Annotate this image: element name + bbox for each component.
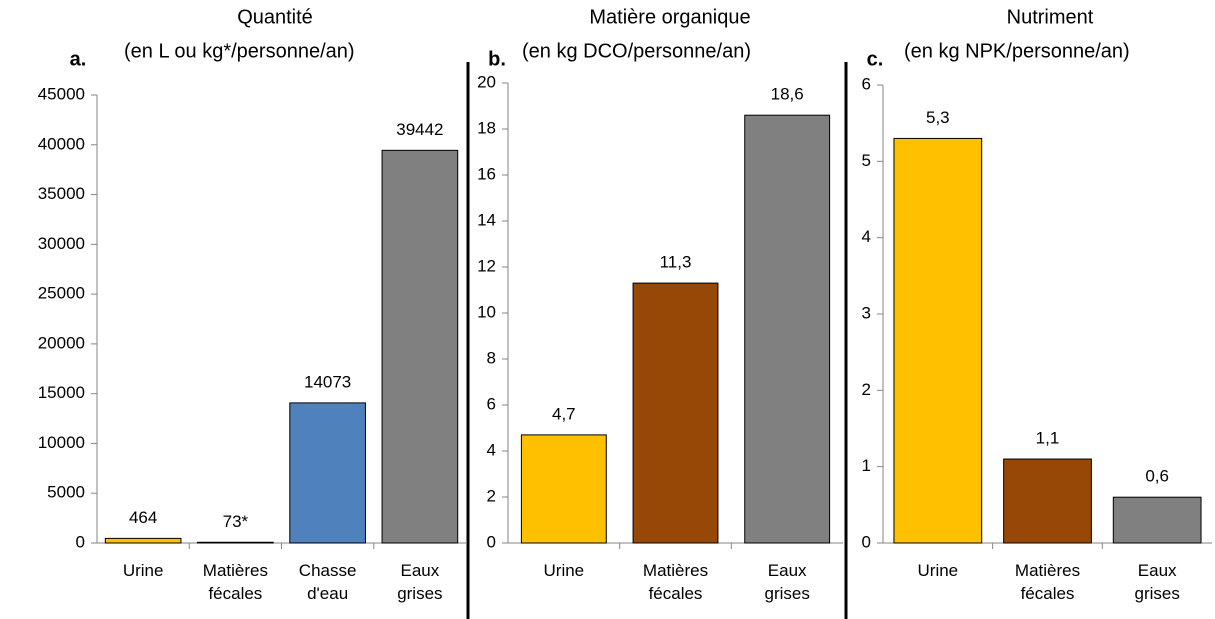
category-line: grises <box>764 584 809 603</box>
panel-letter: c. <box>867 48 884 70</box>
y-tick-label: 45000 <box>38 84 85 103</box>
y-tick-label: 6 <box>862 74 871 93</box>
chart-title: Quantité <box>237 6 313 28</box>
value-label: 11,3 <box>660 253 692 272</box>
bar <box>744 114 831 544</box>
bar <box>289 402 366 544</box>
y-tick-label: 3 <box>862 303 871 322</box>
bar <box>520 434 607 544</box>
category-line: grises <box>397 584 442 603</box>
value-label: 0,6 <box>1145 467 1169 486</box>
y-tick-label: 2 <box>487 486 496 505</box>
bar <box>1003 458 1092 544</box>
category-line: d'eau <box>307 584 348 603</box>
y-tick-label: 0 <box>76 532 85 551</box>
category-line: Urine <box>918 561 959 580</box>
y-tick-label: 30000 <box>38 234 85 253</box>
y-tick-label: 5000 <box>47 483 85 502</box>
y-tick-label: 16 <box>477 164 496 183</box>
value-label: 4,7 <box>552 404 576 423</box>
y-tick-label: 6 <box>487 394 496 413</box>
value-label: 18,6 <box>771 85 804 104</box>
y-tick-label: 18 <box>477 118 496 137</box>
panel-letter: b. <box>488 48 506 70</box>
bar <box>1112 496 1202 544</box>
y-tick-label: 4 <box>487 440 496 459</box>
category-line: Urine <box>544 561 585 580</box>
y-tick-label: 10000 <box>38 433 85 452</box>
value-label: 464 <box>129 508 157 527</box>
y-tick-label: 0 <box>862 532 871 551</box>
y-tick-label: 20 <box>477 72 496 91</box>
x-tick-label: Matières fécales <box>203 561 268 603</box>
value-label: 14073 <box>304 372 351 391</box>
bar <box>104 537 182 544</box>
x-tick-label: Eaux grises <box>764 561 809 603</box>
bar <box>893 137 983 544</box>
panel-letter: a. <box>70 48 87 70</box>
y-tick-label: 8 <box>487 348 496 367</box>
category-line: Chasse <box>299 561 357 580</box>
bar <box>632 282 719 544</box>
x-tick-label: Urine <box>123 561 164 580</box>
category-line: Eaux <box>768 561 807 580</box>
value-label: 39442 <box>396 120 443 139</box>
bar <box>381 149 459 544</box>
category-line: Urine <box>123 561 164 580</box>
chart-subtitle: (en kg NPK/personne/an) <box>904 40 1130 62</box>
x-tick-label: Eaux grises <box>1134 561 1179 603</box>
x-tick-label: Matières fécales <box>643 561 708 603</box>
category-line: Matières <box>203 561 268 580</box>
y-tick-label: 20000 <box>38 333 85 352</box>
y-tick-label: 2 <box>862 380 871 399</box>
y-tick-label: 0 <box>487 532 496 551</box>
y-tick-label: 1 <box>862 456 871 475</box>
y-tick-label: 10 <box>477 302 496 321</box>
chart-subtitle: (en kg DCO/personne/an) <box>522 40 751 62</box>
chart-title: Matière organique <box>589 6 750 28</box>
y-tick-label: 12 <box>477 256 496 275</box>
x-tick-label: Matières fécales <box>1015 561 1080 603</box>
x-tick-label: Eaux grises <box>397 561 442 603</box>
value-label: 1,1 <box>1036 429 1060 448</box>
y-tick-label: 14 <box>477 210 496 229</box>
bar <box>197 541 274 544</box>
y-tick-label: 5 <box>862 151 871 170</box>
y-tick-label: 35000 <box>38 184 85 203</box>
category-line: Matières <box>643 561 708 580</box>
category-line: Matières <box>1015 561 1080 580</box>
y-tick-label: 25000 <box>38 284 85 303</box>
value-label: 5,3 <box>926 108 950 127</box>
y-tick-label: 15000 <box>38 383 85 402</box>
x-tick-label: Urine <box>544 561 585 580</box>
x-tick-label: Urine <box>918 561 959 580</box>
chart-title: Nutriment <box>1007 6 1094 28</box>
x-tick-label: Chasse d'eau <box>299 561 357 603</box>
y-tick-label: 40000 <box>38 134 85 153</box>
category-line: fécales <box>1021 584 1075 603</box>
category-line: grises <box>1134 584 1179 603</box>
chart-subtitle: (en L ou kg*/personne/an) <box>124 40 355 62</box>
y-tick-label: 4 <box>862 227 871 246</box>
category-line: fécales <box>208 584 262 603</box>
category-line: Eaux <box>1138 561 1177 580</box>
category-line: fécales <box>649 584 703 603</box>
category-line: Eaux <box>401 561 440 580</box>
value-label: 73* <box>223 512 249 531</box>
